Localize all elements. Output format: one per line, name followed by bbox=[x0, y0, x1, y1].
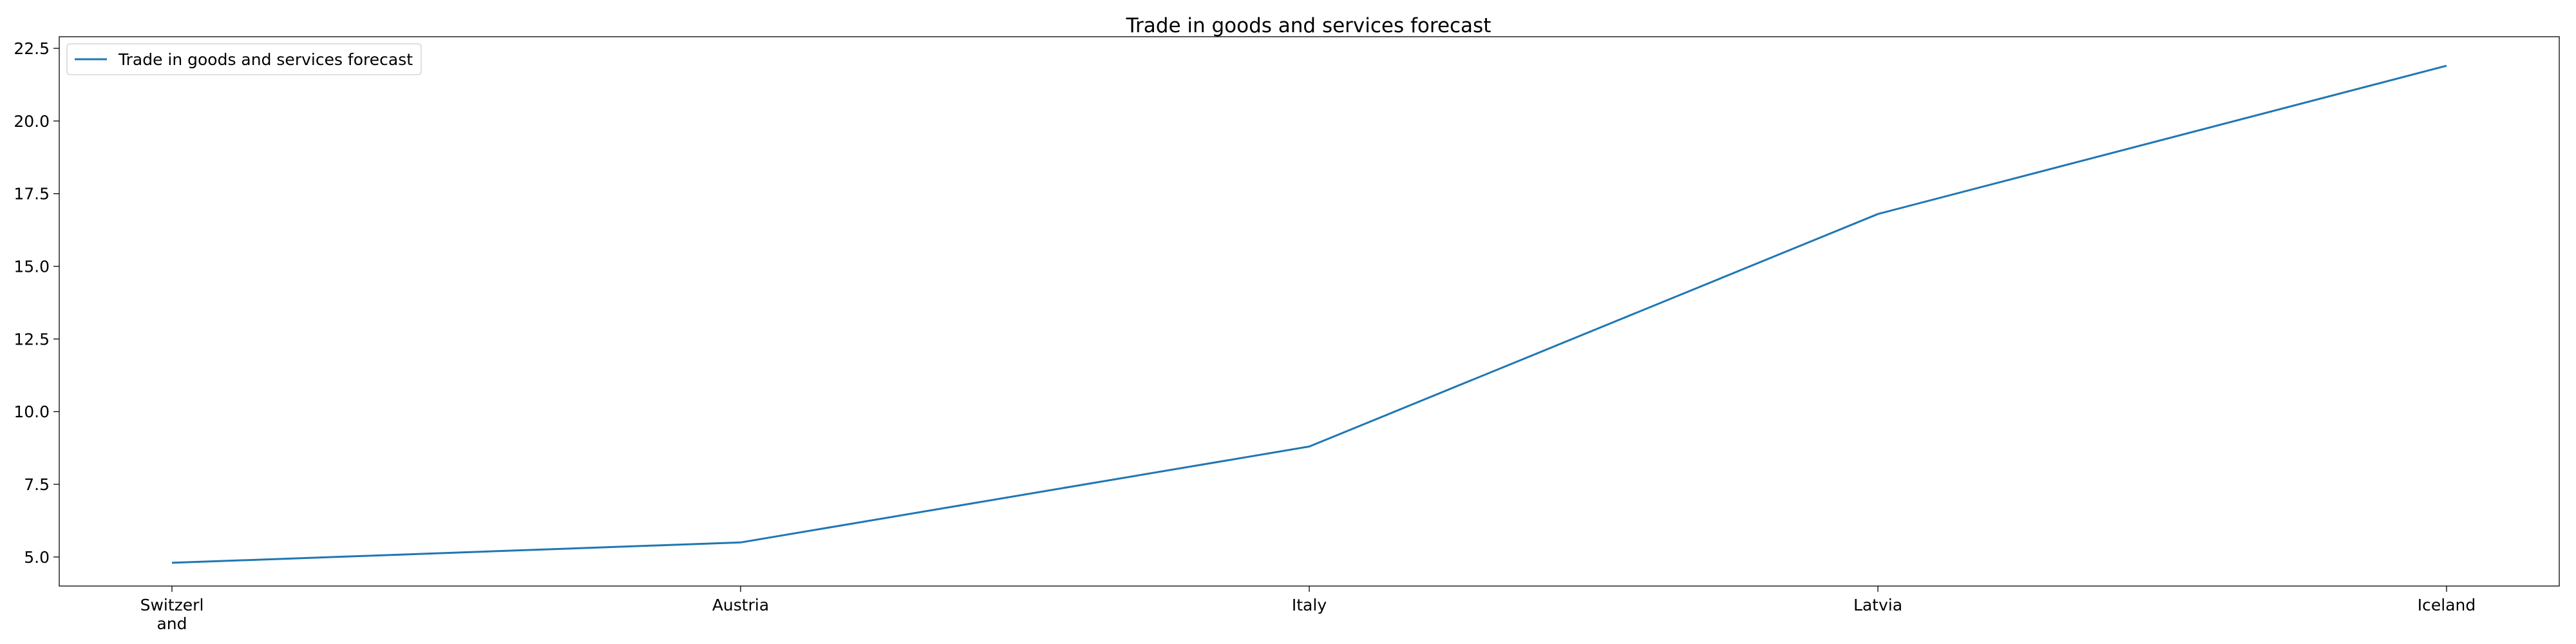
plot-frame bbox=[59, 36, 2560, 587]
y-tick-label: 15.0 bbox=[14, 258, 50, 276]
y-tick-label: 7.5 bbox=[24, 475, 50, 494]
legend-label: Trade in goods and services forecast bbox=[118, 50, 413, 69]
y-tick-label: 20.0 bbox=[14, 112, 50, 131]
chart-title: Trade in goods and services forecast bbox=[1126, 14, 1492, 37]
x-tick-label-line: Latvia bbox=[1853, 596, 1902, 614]
x-tick-label-line: Iceland bbox=[2418, 596, 2476, 614]
y-tick-label: 22.5 bbox=[14, 39, 50, 58]
x-tick-label: Latvia bbox=[1853, 596, 1902, 614]
x-tick-label: Switzerl and bbox=[140, 596, 204, 633]
y-tick-label: 5.0 bbox=[24, 548, 50, 567]
x-tick-label: Austria bbox=[712, 596, 769, 614]
legend-box bbox=[66, 43, 422, 75]
y-tick-label: 12.5 bbox=[14, 330, 50, 348]
x-axis: Switzerl and Austria Italy Latvia Iceland bbox=[140, 586, 2476, 633]
y-tick-label: 10.0 bbox=[14, 402, 50, 421]
x-tick-label-line: Switzerl bbox=[140, 596, 204, 614]
y-axis: 5.0 7.5 10.0 12.5 15.0 17.5 20.0 22.5 bbox=[14, 39, 59, 567]
x-tick-label: Iceland bbox=[2418, 596, 2476, 614]
y-tick-label: 17.5 bbox=[14, 185, 50, 204]
series-line bbox=[171, 64, 2447, 564]
x-tick-label: Italy bbox=[1292, 596, 1327, 614]
series-layer bbox=[171, 64, 2447, 564]
x-tick-label-line: Austria bbox=[712, 596, 769, 614]
x-tick-label-line: and bbox=[156, 614, 187, 633]
legend: Trade in goods and services forecast bbox=[66, 43, 422, 75]
x-tick-label-line: Italy bbox=[1292, 596, 1327, 614]
